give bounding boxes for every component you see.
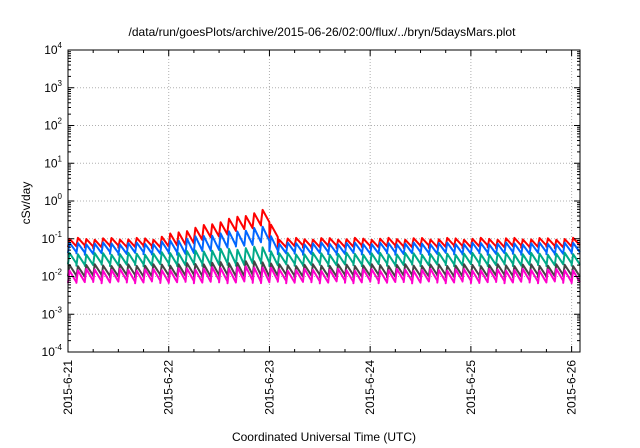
x-tick-label: 2015-6-26 bbox=[565, 360, 579, 415]
y-axis-label: cSv/day bbox=[19, 182, 33, 225]
grid bbox=[67, 50, 580, 352]
y-tick-label: 10-1 bbox=[42, 230, 63, 246]
y-tick-label: 102 bbox=[44, 117, 62, 133]
series-line bbox=[67, 245, 581, 268]
series-line bbox=[67, 208, 581, 250]
x-tick-label: 2015-6-23 bbox=[262, 360, 276, 415]
y-tick-label: 103 bbox=[44, 79, 62, 95]
series-line bbox=[67, 225, 581, 256]
y-tick-label: 10-3 bbox=[42, 305, 63, 321]
x-tick-label: 2015-6-21 bbox=[61, 360, 75, 415]
series-line bbox=[67, 265, 581, 285]
y-tick-label: 101 bbox=[44, 154, 62, 170]
y-tick-label: 10-2 bbox=[42, 268, 63, 284]
x-tick-label: 2015-6-24 bbox=[363, 360, 377, 415]
x-tick-label: 2015-6-22 bbox=[162, 360, 176, 415]
y-tick-label: 104 bbox=[44, 41, 62, 57]
y-axis: 104 103 102 101 100 10-1 10-2 10-3 10-4 bbox=[42, 41, 580, 359]
x-axis: 2015-6-21 2015-6-22 2015-6-23 2015-6-24 2015… bbox=[61, 50, 579, 415]
series-group bbox=[67, 208, 581, 285]
x-axis-label: Coordinated Universal Time (UTC) bbox=[232, 430, 416, 444]
y-tick-label: 100 bbox=[44, 192, 62, 208]
x-tick-label: 2015-6-25 bbox=[464, 360, 478, 415]
y-tick-label: 10-4 bbox=[42, 343, 63, 359]
chart-title: /data/run/goesPlots/archive/2015-06-26/0… bbox=[129, 25, 517, 39]
